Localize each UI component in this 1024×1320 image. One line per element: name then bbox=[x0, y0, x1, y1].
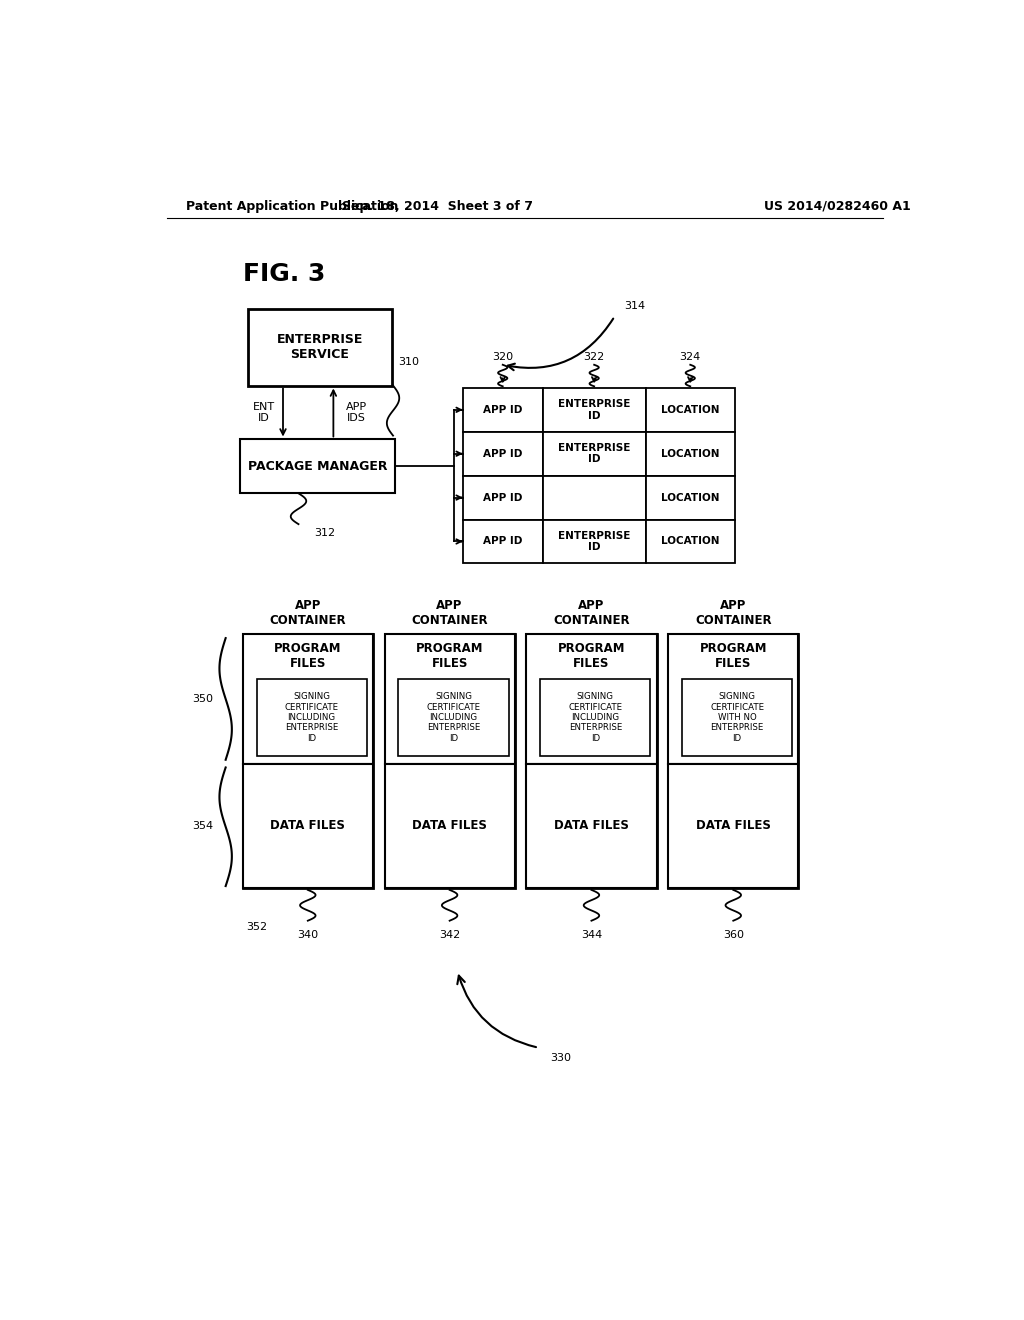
Text: SIGNING
CERTIFICATE
INCLUDING
ENTERPRISE
ID: SIGNING CERTIFICATE INCLUDING ENTERPRISE… bbox=[426, 692, 480, 743]
Text: Patent Application Publication: Patent Application Publication bbox=[186, 199, 398, 213]
Text: 312: 312 bbox=[314, 528, 335, 539]
Bar bbox=[669, 635, 799, 888]
Text: 324: 324 bbox=[680, 352, 700, 362]
Bar bbox=[543, 388, 646, 432]
Bar bbox=[646, 475, 735, 520]
Text: 354: 354 bbox=[191, 821, 213, 832]
Bar bbox=[526, 635, 656, 763]
Bar bbox=[646, 520, 735, 564]
Bar bbox=[541, 678, 650, 756]
Text: APP
CONTAINER: APP CONTAINER bbox=[695, 599, 772, 627]
Text: APP
CONTAINER: APP CONTAINER bbox=[269, 599, 346, 627]
Text: 360: 360 bbox=[723, 929, 743, 940]
Text: 330: 330 bbox=[550, 1053, 571, 1063]
Text: ENTERPRISE
ID: ENTERPRISE ID bbox=[558, 399, 631, 421]
Bar bbox=[669, 635, 799, 763]
Text: 320: 320 bbox=[493, 352, 513, 362]
Text: APP ID: APP ID bbox=[483, 449, 522, 458]
Text: 342: 342 bbox=[439, 929, 460, 940]
Text: FIG. 3: FIG. 3 bbox=[243, 261, 325, 286]
Text: ENTERPRISE
SERVICE: ENTERPRISE SERVICE bbox=[276, 333, 362, 362]
Text: SIGNING
CERTIFICATE
WITH NO
ENTERPRISE
ID: SIGNING CERTIFICATE WITH NO ENTERPRISE I… bbox=[710, 692, 764, 743]
Text: 322: 322 bbox=[584, 352, 605, 362]
Bar bbox=[526, 635, 656, 888]
Bar bbox=[669, 763, 799, 888]
Text: 352: 352 bbox=[247, 921, 267, 932]
Text: ENTERPRISE
ID: ENTERPRISE ID bbox=[558, 444, 631, 465]
Bar bbox=[243, 635, 373, 888]
Bar bbox=[463, 475, 543, 520]
Text: 314: 314 bbox=[624, 301, 645, 312]
Bar bbox=[646, 432, 735, 475]
Text: DATA FILES: DATA FILES bbox=[696, 820, 771, 833]
Text: APP ID: APP ID bbox=[483, 536, 522, 546]
Text: Sep. 18, 2014  Sheet 3 of 7: Sep. 18, 2014 Sheet 3 of 7 bbox=[342, 199, 534, 213]
Bar bbox=[385, 635, 515, 888]
Text: APP
CONTAINER: APP CONTAINER bbox=[553, 599, 630, 627]
Bar bbox=[646, 388, 735, 432]
Bar bbox=[463, 432, 543, 475]
Text: PROGRAM
FILES: PROGRAM FILES bbox=[274, 642, 342, 669]
Text: 340: 340 bbox=[297, 929, 318, 940]
Text: LOCATION: LOCATION bbox=[662, 492, 720, 503]
Bar bbox=[248, 309, 391, 385]
Text: APP ID: APP ID bbox=[483, 492, 522, 503]
FancyArrowPatch shape bbox=[508, 318, 613, 370]
Bar bbox=[543, 475, 646, 520]
Text: DATA FILES: DATA FILES bbox=[413, 820, 487, 833]
Text: 350: 350 bbox=[191, 694, 213, 704]
Text: LOCATION: LOCATION bbox=[662, 449, 720, 458]
Bar bbox=[526, 763, 656, 888]
Text: US 2014/0282460 A1: US 2014/0282460 A1 bbox=[764, 199, 910, 213]
Text: 310: 310 bbox=[397, 358, 419, 367]
Bar bbox=[257, 678, 367, 756]
Text: PROGRAM
FILES: PROGRAM FILES bbox=[699, 642, 767, 669]
Bar bbox=[241, 440, 395, 494]
Bar bbox=[398, 678, 509, 756]
Text: SIGNING
CERTIFICATE
INCLUDING
ENTERPRISE
ID: SIGNING CERTIFICATE INCLUDING ENTERPRISE… bbox=[568, 692, 623, 743]
Text: PROGRAM
FILES: PROGRAM FILES bbox=[416, 642, 483, 669]
Text: APP
CONTAINER: APP CONTAINER bbox=[412, 599, 488, 627]
Bar bbox=[385, 763, 515, 888]
FancyArrowPatch shape bbox=[458, 975, 536, 1047]
Bar bbox=[243, 763, 373, 888]
Bar bbox=[463, 388, 543, 432]
Bar bbox=[543, 520, 646, 564]
Text: ENT
ID: ENT ID bbox=[253, 401, 274, 424]
Bar bbox=[543, 432, 646, 475]
Text: SIGNING
CERTIFICATE
INCLUDING
ENTERPRISE
ID: SIGNING CERTIFICATE INCLUDING ENTERPRISE… bbox=[285, 692, 339, 743]
Text: DATA FILES: DATA FILES bbox=[270, 820, 345, 833]
Text: LOCATION: LOCATION bbox=[662, 405, 720, 414]
Text: 344: 344 bbox=[581, 929, 602, 940]
Text: PACKAGE MANAGER: PACKAGE MANAGER bbox=[248, 459, 388, 473]
Text: APP ID: APP ID bbox=[483, 405, 522, 414]
Text: PROGRAM
FILES: PROGRAM FILES bbox=[558, 642, 626, 669]
Text: DATA FILES: DATA FILES bbox=[554, 820, 629, 833]
Bar bbox=[682, 678, 793, 756]
Bar bbox=[243, 635, 373, 763]
Bar bbox=[385, 635, 515, 763]
Text: LOCATION: LOCATION bbox=[662, 536, 720, 546]
Text: APP
IDS: APP IDS bbox=[346, 401, 368, 424]
Text: ENTERPRISE
ID: ENTERPRISE ID bbox=[558, 531, 631, 552]
Bar bbox=[463, 520, 543, 564]
